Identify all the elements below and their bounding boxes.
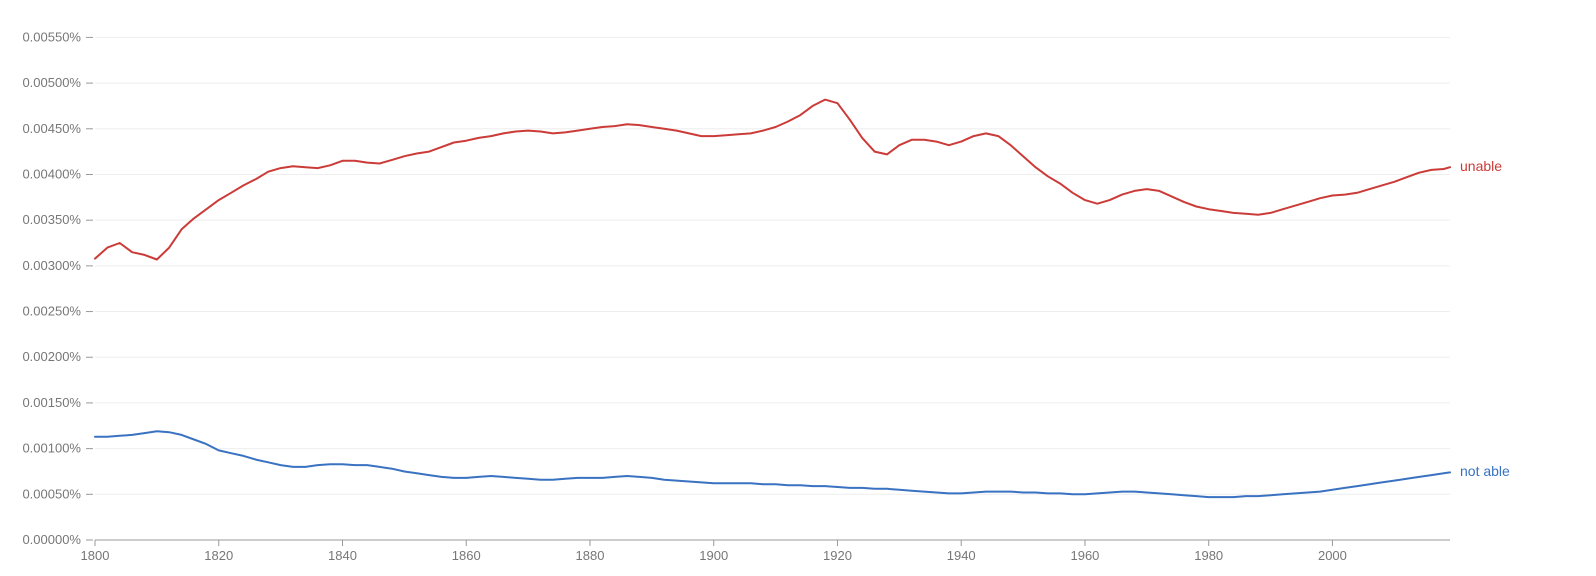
y-tick-label: 0.00500% — [22, 75, 81, 90]
y-tick-label: 0.00300% — [22, 258, 81, 273]
y-tick-label: 0.00350% — [22, 212, 81, 227]
series-line-not-able[interactable] — [95, 431, 1450, 497]
x-tick-label: 1860 — [452, 548, 481, 563]
x-tick-label: 1800 — [81, 548, 110, 563]
x-tick-label: 1880 — [576, 548, 605, 563]
x-tick-label: 1920 — [823, 548, 852, 563]
x-tick-label: 1820 — [204, 548, 233, 563]
x-tick-label: 1840 — [328, 548, 357, 563]
chart-svg: 0.00000% 0.00050% 0.00100% 0.00150% 0.00200%… — [0, 0, 1596, 576]
x-tick-label: 1940 — [947, 548, 976, 563]
x-tick-label: 2000 — [1318, 548, 1347, 563]
y-tick-label: 0.00400% — [22, 166, 81, 181]
y-tick-label: 0.00450% — [22, 121, 81, 136]
x-tick-label: 1980 — [1194, 548, 1223, 563]
series-label-not-able[interactable]: not able — [1460, 463, 1510, 479]
y-tick-label: 0.00000% — [22, 532, 81, 547]
y-tick-label: 0.00250% — [22, 304, 81, 319]
x-tick-label: 1960 — [1070, 548, 1099, 563]
series-line-unable[interactable] — [95, 100, 1450, 260]
series-label-unable[interactable]: unable — [1460, 158, 1502, 174]
y-tick-label: 0.00550% — [22, 29, 81, 44]
y-tick-label: 0.00050% — [22, 486, 81, 501]
x-tick-label: 1900 — [699, 548, 728, 563]
y-tick-label: 0.00200% — [22, 349, 81, 364]
ngram-chart: 0.00000% 0.00050% 0.00100% 0.00150% 0.00200%… — [0, 0, 1596, 576]
y-tick-label: 0.00100% — [22, 441, 81, 456]
y-tick-label: 0.00150% — [22, 395, 81, 410]
